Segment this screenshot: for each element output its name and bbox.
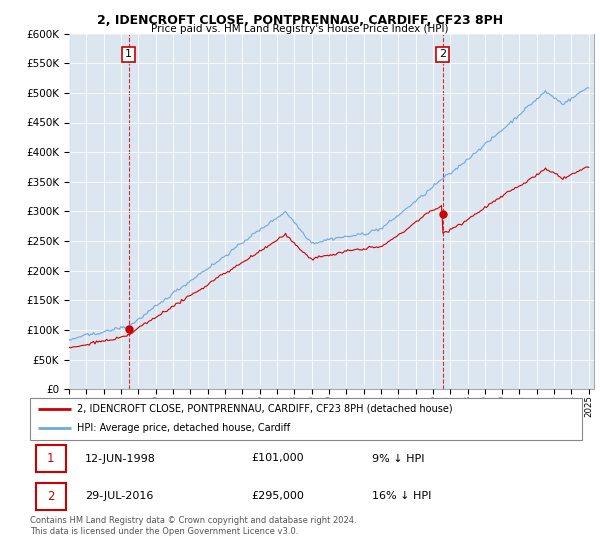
- Bar: [35, 483, 66, 510]
- Text: 2: 2: [47, 490, 55, 503]
- Text: Contains HM Land Registry data © Crown copyright and database right 2024.
This d: Contains HM Land Registry data © Crown c…: [30, 516, 356, 536]
- FancyBboxPatch shape: [30, 398, 582, 440]
- Text: £101,000: £101,000: [251, 454, 304, 464]
- Bar: [35, 445, 66, 472]
- Text: £295,000: £295,000: [251, 491, 304, 501]
- Text: 16% ↓ HPI: 16% ↓ HPI: [372, 491, 431, 501]
- Text: 1: 1: [125, 49, 132, 59]
- Text: 2, IDENCROFT CLOSE, PONTPRENNAU, CARDIFF, CF23 8PH: 2, IDENCROFT CLOSE, PONTPRENNAU, CARDIFF…: [97, 14, 503, 27]
- Text: 12-JUN-1998: 12-JUN-1998: [85, 454, 156, 464]
- Text: 1: 1: [47, 452, 55, 465]
- Text: 9% ↓ HPI: 9% ↓ HPI: [372, 454, 425, 464]
- Text: Price paid vs. HM Land Registry's House Price Index (HPI): Price paid vs. HM Land Registry's House …: [151, 24, 449, 34]
- Text: HPI: Average price, detached house, Cardiff: HPI: Average price, detached house, Card…: [77, 423, 290, 433]
- Text: 29-JUL-2016: 29-JUL-2016: [85, 491, 154, 501]
- Text: 2, IDENCROFT CLOSE, PONTPRENNAU, CARDIFF, CF23 8PH (detached house): 2, IDENCROFT CLOSE, PONTPRENNAU, CARDIFF…: [77, 404, 452, 414]
- Text: 2: 2: [439, 49, 446, 59]
